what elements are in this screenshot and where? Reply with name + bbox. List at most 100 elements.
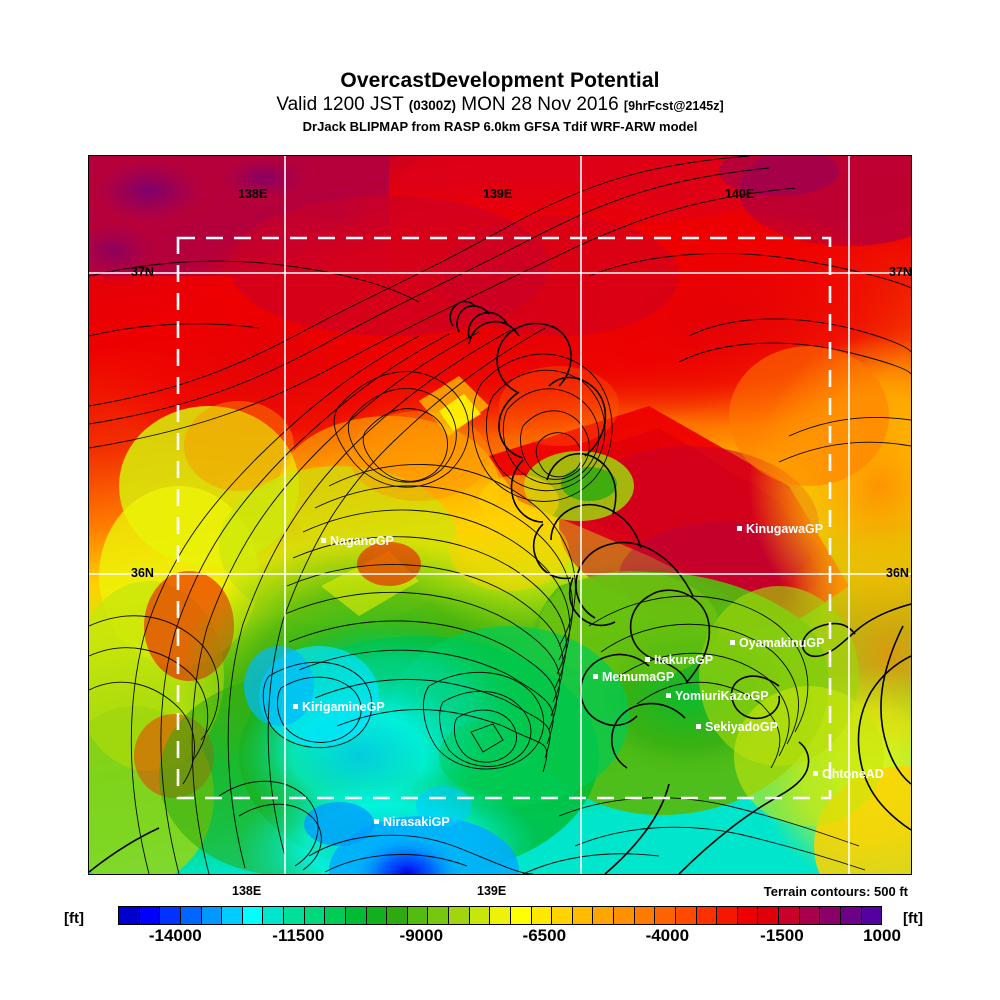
colorbar-segment: [510, 907, 532, 924]
valid-prefix: Valid 1200 JST: [276, 94, 404, 115]
colorbar-segment: [139, 907, 161, 924]
colorbar-segment: [861, 907, 882, 924]
weather-map-svg: [89, 156, 911, 874]
valid-utc: (0300Z): [408, 98, 456, 113]
station-NirasakiGP[interactable]: NirasakiGP: [374, 815, 450, 829]
colorbar-segment: [490, 907, 511, 924]
station-OyamakinuGP[interactable]: OyamakinuGP: [730, 636, 824, 650]
station-marker-icon: [666, 693, 671, 698]
colorbar-segment: [552, 907, 573, 924]
colorbar-segment: [325, 907, 346, 924]
colorbar-segment: [593, 907, 614, 924]
station-marker-icon: [293, 704, 298, 709]
colorbar-segment: [840, 907, 862, 924]
lat-label-right-36N: 36N: [886, 566, 909, 580]
colorbar-segment: [366, 907, 388, 924]
station-marker-icon: [730, 640, 735, 645]
lon-label-top-139E: 139E: [483, 187, 513, 201]
station-OhtoneAD[interactable]: OhtoneAD: [813, 767, 884, 781]
station-MemumaGP[interactable]: MemumaGP: [593, 670, 674, 684]
colorbar-segment: [696, 907, 718, 924]
colorbar-segment: [304, 907, 326, 924]
colorbar-tick: -1500: [760, 926, 804, 945]
lon-label-bottom-138E: 138E: [232, 884, 262, 898]
colorbar-segment: [634, 907, 656, 924]
colorbar-segment: [119, 907, 140, 924]
station-YomiuriKazoGP[interactable]: YomiuriKazoGP: [666, 689, 769, 703]
valid-date: MON 28 Nov 2016: [461, 94, 619, 115]
station-marker-icon: [737, 526, 742, 531]
terrain-contours: [89, 156, 911, 874]
map-panel[interactable]: 138E 139E 140E NaganoGP KinugawaGP Oyama…: [88, 155, 912, 875]
station-marker-icon: [645, 657, 650, 662]
station-marker-icon: [593, 674, 598, 679]
colorbar-unit-left: [ft]: [64, 910, 84, 927]
colorbar-segment: [428, 907, 449, 924]
lat-label-left-36N: 36N: [131, 566, 154, 580]
station-marker-icon: [696, 724, 701, 729]
station-label: KirigamineGP: [302, 700, 385, 714]
station-marker-icon: [321, 538, 326, 543]
colorbar-segment: [160, 907, 181, 924]
station-label: NaganoGP: [330, 534, 394, 548]
station-KinugawaGP[interactable]: KinugawaGP: [737, 522, 823, 536]
colorbar-segment: [779, 907, 800, 924]
colorbar-segment: [758, 907, 779, 924]
page-title: OvercastDevelopment Potential: [340, 69, 660, 92]
colorbar-tick: -14000: [148, 926, 202, 945]
valid-time-line: Valid 1200 JST (0300Z) MON 28 Nov 2016 […: [0, 93, 1000, 118]
colorbar-unit-right: [ft]: [903, 910, 923, 927]
station-label: NirasakiGP: [383, 815, 450, 829]
station-NaganoGP[interactable]: NaganoGP: [321, 534, 394, 548]
colorbar-segment: [717, 907, 738, 924]
station-marker-icon: [813, 771, 818, 776]
colorbar-tick: -4000: [645, 926, 690, 945]
colorbar-tick: -11500: [272, 926, 325, 945]
colorbar-segment: [345, 907, 367, 924]
colorbar-segment: [572, 907, 594, 924]
forecast-tag: [9hrFcst@2145z]: [623, 99, 724, 113]
station-label: ItakuraGP: [654, 653, 714, 667]
lat-label-left-37N: 37N: [131, 265, 154, 279]
colorbar-segment: [387, 907, 408, 924]
colorbar-tick: -6500: [522, 926, 567, 945]
station-label: MemumaGP: [602, 670, 675, 684]
colorbar-segment: [263, 907, 284, 924]
station-marker-icon: [374, 819, 379, 824]
graticule: [89, 156, 911, 874]
colorbar-segment: [820, 907, 841, 924]
colorbar-tick: -9000: [399, 926, 444, 945]
colorbar-segment: [201, 907, 223, 924]
station-ItakuraGP[interactable]: ItakuraGP: [645, 653, 713, 667]
station-SekiyadoGP[interactable]: SekiyadoGP: [696, 720, 778, 734]
colorbar-segment: [449, 907, 470, 924]
colorbar-segment: [675, 907, 697, 924]
title-block: OvercastDevelopment Potential Valid 1200…: [0, 68, 1000, 135]
station-KirigamineGP[interactable]: KirigamineGP: [293, 700, 385, 714]
station-label: SekiyadoGP: [705, 720, 778, 734]
colorbar-segment: [180, 907, 202, 924]
colorbar-segment: [655, 907, 676, 924]
model-line: DrJack BLIPMAP from RASP 6.0km GFSA Tdif…: [302, 119, 698, 134]
terrain-contour-note: Terrain contours: 500 ft: [763, 884, 908, 899]
station-label: YomiuriKazoGP: [675, 689, 769, 703]
station-label: OyamakinuGP: [739, 636, 825, 650]
colorbar-segment: [242, 907, 264, 924]
colorbar-segment: [284, 907, 305, 924]
colorbar[interactable]: [118, 906, 882, 925]
lon-label-top-140E: 140E: [725, 187, 755, 201]
station-label: OhtoneAD: [822, 767, 884, 781]
station-label: KinugawaGP: [746, 522, 824, 536]
lat-label-right-37N: 37N: [889, 265, 912, 279]
colorbar-segment: [531, 907, 553, 924]
color-field: [89, 156, 911, 874]
colorbar-segment: [614, 907, 635, 924]
colorbar-segment: [469, 907, 491, 924]
lon-label-top-138E: 138E: [238, 187, 268, 201]
colorbar-segment: [222, 907, 243, 924]
colorbar-tick: 1000: [863, 926, 901, 945]
colorbar-segment: [407, 907, 429, 924]
colorbar-segment: [737, 907, 759, 924]
colorbar-segment: [799, 907, 821, 924]
